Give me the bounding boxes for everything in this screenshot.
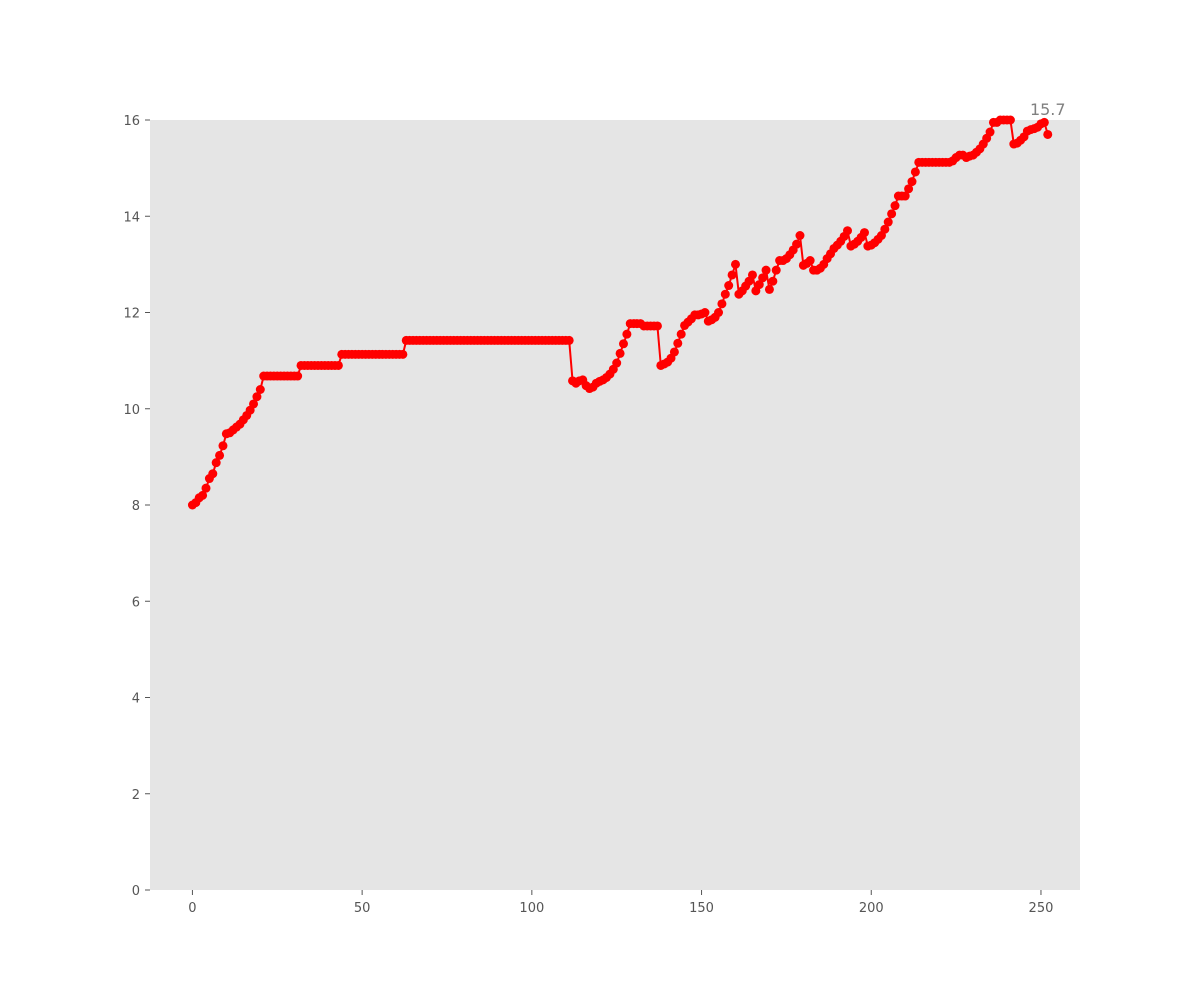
data-point [843, 226, 852, 236]
data-point [717, 299, 727, 309]
data-point [1005, 115, 1015, 125]
data-point [333, 360, 343, 370]
data-point [249, 399, 259, 409]
y-tick-label: 12 [123, 307, 140, 322]
x-tick-label: 100 [519, 901, 544, 916]
data-point [764, 284, 774, 294]
plot-background [150, 120, 1080, 890]
y-tick-label: 14 [123, 210, 140, 225]
data-point [218, 441, 228, 451]
data-point [211, 458, 221, 468]
x-tick-label: 200 [859, 901, 884, 916]
data-point [795, 231, 805, 240]
y-tick-label: 10 [123, 403, 140, 418]
data-point [564, 335, 574, 345]
y-tick-label: 0 [132, 884, 140, 899]
data-point [730, 259, 740, 269]
data-point [724, 281, 734, 291]
data-point [747, 270, 757, 280]
data-point [714, 308, 724, 317]
data-point [727, 270, 737, 280]
data-point [215, 450, 225, 460]
data-point [720, 289, 730, 299]
data-point [618, 339, 628, 349]
data-point [900, 191, 910, 201]
data-point [758, 273, 768, 283]
data-point [907, 177, 917, 187]
data-point [1039, 117, 1049, 127]
data-point [201, 483, 211, 493]
data-point [676, 329, 686, 339]
series-points [187, 115, 1053, 510]
y-tick-label: 16 [123, 114, 140, 129]
data-point [700, 308, 710, 317]
data-point [255, 385, 265, 394]
y-tick-label: 6 [132, 595, 140, 610]
data-point [652, 321, 662, 331]
data-point [612, 358, 622, 368]
data-point [761, 265, 771, 275]
data-point [792, 239, 802, 249]
data-point [252, 392, 262, 402]
y-axis: 0 2 4 6 8 10 12 14 16 [123, 114, 150, 899]
data-point [910, 167, 920, 177]
y-tick-label: 4 [132, 692, 140, 707]
data-point [615, 348, 625, 358]
y-tick-label: 8 [132, 499, 140, 514]
x-tick-label: 150 [689, 901, 714, 916]
data-point [673, 338, 683, 348]
data-point [904, 184, 914, 194]
data-point [208, 469, 218, 479]
data-point [890, 201, 900, 211]
data-point [754, 280, 764, 290]
data-point [887, 209, 897, 219]
data-point [880, 224, 890, 234]
data-point [1043, 129, 1053, 139]
data-point [622, 329, 632, 339]
y-tick-label: 2 [132, 788, 140, 803]
data-point [859, 228, 869, 238]
x-tick-label: 250 [1029, 901, 1054, 916]
data-point [293, 371, 303, 381]
data-point [771, 265, 781, 275]
data-point [768, 276, 778, 286]
data-point [883, 217, 893, 227]
data-point [398, 349, 408, 359]
data-point [805, 256, 815, 266]
data-point [198, 490, 208, 500]
data-point [985, 127, 995, 137]
x-tick-label: 0 [188, 901, 196, 916]
last-value-label: 15.7 [1030, 100, 1066, 119]
data-point [669, 347, 679, 357]
x-axis: 0 50 100 150 200 250 [188, 890, 1053, 916]
x-tick-label: 50 [354, 901, 371, 916]
